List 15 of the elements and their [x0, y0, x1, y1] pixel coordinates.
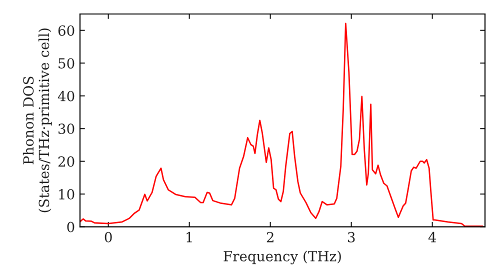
y-tick-label: 50 — [58, 58, 74, 69]
y-tick-label: 30 — [58, 124, 74, 134]
line-series — [80, 22, 484, 227]
x-tick-label: 0 — [104, 232, 112, 242]
x-tick-label: 2 — [266, 232, 274, 242]
y-tick-label: 0 — [67, 222, 74, 232]
y-axis-title: Phonon DOS (States/THz·primitive cell) — [22, 28, 52, 212]
y-tick-label: 10 — [59, 189, 74, 200]
x-tick-label: 4 — [428, 232, 436, 242]
x-tick-label: 1 — [186, 232, 192, 242]
x-axis-title: Frequency (THz) — [224, 250, 341, 264]
y-tick-label: 20 — [58, 156, 74, 167]
y-tick-label: 40 — [58, 90, 74, 102]
x-tick-label: 3 — [348, 232, 355, 242]
y-tick-label: 60 — [58, 25, 74, 36]
